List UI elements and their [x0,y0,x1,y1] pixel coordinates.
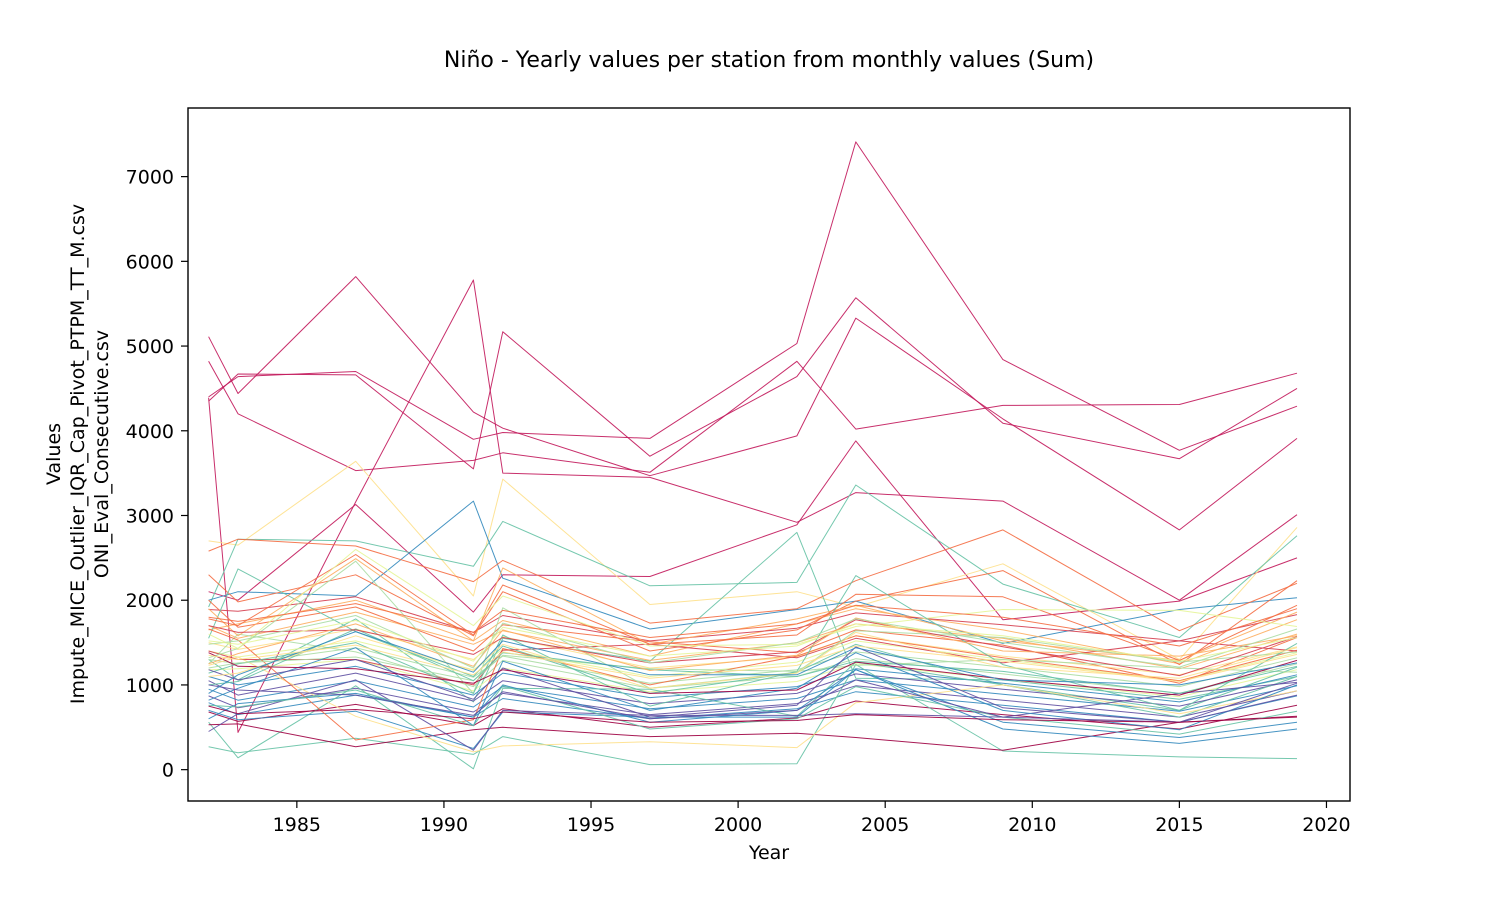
x-tick-label: 2000 [714,814,762,836]
series-line-21 [208,659,1298,698]
series-line-40 [208,548,1298,649]
series-line-1 [208,297,1298,470]
x-tick-label: 2015 [1155,814,1203,836]
x-tick-label: 1985 [273,814,321,836]
y-axis-title-line-1: Values [43,423,65,485]
series-line-34 [208,679,1298,751]
series-layer [208,141,1298,770]
series-line-31 [208,715,1298,751]
y-tick-label: 2000 [126,590,174,612]
y-axis-title-line-2: Impute_MICE_Outlier_IQR_Cap_Pivot_PTPM_T… [67,204,89,704]
series-line-19 [208,647,1298,688]
series-line-6 [208,440,1298,621]
series-line-3 [208,141,1298,451]
series-line-42 [208,654,1298,682]
series-line-48 [208,617,1298,671]
series-line-56 [208,620,1298,662]
series-line-11 [208,529,1298,632]
y-axis: 0 1000 2000 3000 4000 5000 6000 7000 [126,167,188,782]
series-line-7 [208,460,1298,660]
series-line-13 [208,596,1298,642]
y-tick-label: 4000 [126,421,174,443]
series-line-35 [208,628,1298,741]
y-tick-label: 3000 [126,505,174,527]
chart-title: Niño - Yearly values per station from mo… [444,48,1094,73]
series-line-44 [208,647,1298,731]
series-line-38 [208,554,1298,661]
series-line-25 [208,679,1298,712]
series-line-26 [208,685,1298,718]
x-tick-label: 2005 [861,814,909,836]
series-line-53 [208,705,1298,723]
series-line-45 [208,646,1298,723]
plot-frame [187,107,1351,802]
series-line-10 [208,531,1298,703]
x-tick-label: 2010 [1008,814,1056,836]
series-line-58 [208,603,1298,647]
series-line-57 [208,644,1298,682]
series-line-23 [208,665,1298,703]
x-tick-label: 1995 [567,814,615,836]
series-line-51 [208,685,1298,735]
series-line-46 [208,652,1298,696]
series-line-30 [208,661,1298,770]
x-axis: 1985 1990 1995 2000 2005 2010 2015 2020 [273,801,1351,836]
y-axis-title-line-3: ONI_Eval_Consecutive.csv [91,330,113,578]
series-line-49 [208,631,1298,689]
series-line-55 [208,615,1298,669]
series-line-2 [208,360,1298,473]
series-line-29 [208,664,1298,766]
series-line-15 [208,611,1298,670]
series-line-16 [208,599,1298,684]
y-tick-label: 5000 [126,336,174,358]
y-axis-title-group: Values Impute_MICE_Outlier_IQR_Cap_Pivot… [43,204,113,704]
y-tick-label: 6000 [126,251,174,273]
series-line-54 [208,631,1298,694]
y-tick-label: 0 [162,760,174,782]
series-line-52 [208,679,1298,723]
x-axis-title: Year [748,842,789,864]
series-line-4 [208,276,1298,531]
y-tick-label: 7000 [126,167,174,189]
y-tick-label: 1000 [126,675,174,697]
x-tick-label: 2020 [1302,814,1350,836]
x-tick-label: 1990 [420,814,468,836]
series-line-9 [208,500,1298,644]
